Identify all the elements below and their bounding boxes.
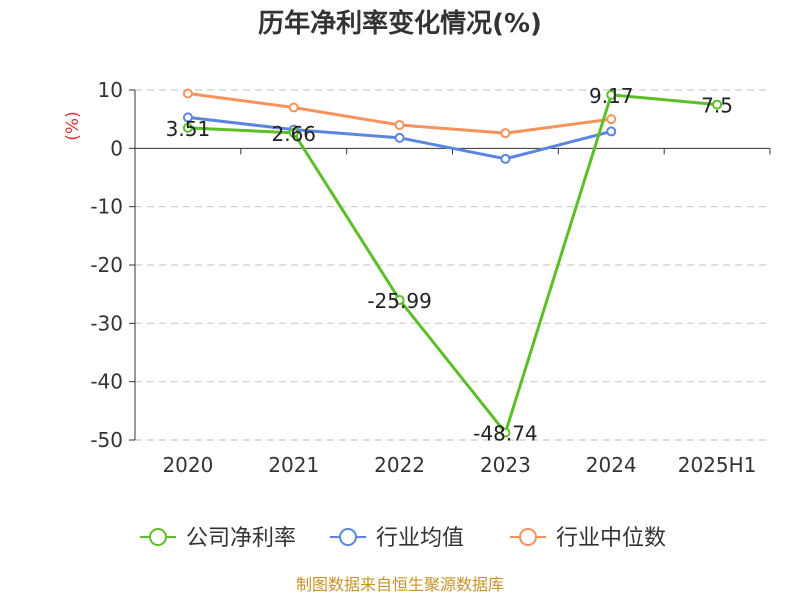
y-tick-label: -50 [90, 428, 123, 452]
legend-label: 行业均值 [376, 526, 464, 551]
series-line-0 [187, 93, 718, 435]
data-point-0 [182, 122, 193, 133]
data-label: -25.99 [367, 289, 431, 313]
source-note: 制图数据来自恒生聚源数据库 [296, 575, 504, 594]
x-tick-label: 2020 [162, 453, 213, 477]
data-point-2 [500, 128, 511, 139]
y-tick-label: 10 [98, 78, 123, 102]
data-label: 7.5 [701, 94, 733, 118]
data-label: 2.66 [271, 122, 316, 146]
series-lines [182, 88, 723, 438]
legend-marker [519, 528, 537, 546]
x-tick-label: 2021 [268, 453, 319, 477]
y-tick-label: -30 [90, 311, 123, 335]
data-label: 9.17 [589, 84, 634, 108]
data-point-0 [712, 99, 723, 110]
x-tick-label: 2023 [480, 453, 531, 477]
gridlines [135, 89, 770, 441]
legend-label: 公司净利率 [186, 526, 296, 551]
x-tick-label: 2024 [586, 453, 637, 477]
data-point-0 [288, 127, 299, 138]
data-point-1 [500, 153, 511, 164]
data-point-2 [288, 102, 299, 113]
y-tick-label: -20 [90, 253, 123, 277]
legend-marker [339, 528, 357, 546]
data-point-0 [606, 89, 617, 100]
data-label: 3.51 [166, 117, 211, 141]
y-tick-label: -40 [90, 370, 123, 394]
x-tick-label: 2022 [374, 453, 425, 477]
data-label: -48.74 [473, 422, 537, 446]
legend: 公司净利率 行业均值 行业中位数 [140, 526, 666, 551]
legend-label: 行业中位数 [556, 526, 666, 551]
data-point-2 [394, 120, 405, 130]
y-tick-label: -10 [90, 195, 123, 219]
data-point-1 [182, 112, 193, 123]
x-tick-label: 2025H1 [678, 453, 757, 477]
data-point-2 [606, 114, 617, 125]
y-tick-label: 0 [110, 136, 123, 160]
data-point-0 [394, 294, 405, 305]
data-point-1 [394, 132, 405, 143]
data-point-1 [606, 126, 617, 137]
data-labels: 3.51 2.66 -25.99 -48.74 9.17 7.5 [166, 84, 733, 446]
chart-title: 历年净利率变化情况(%) [258, 8, 542, 39]
data-point-2 [182, 88, 193, 99]
y-axis-unit: (%) [63, 111, 83, 140]
tick-labels: 10 0 -10 -20 -30 -40 -50 2020 2021 2022 2023 2024 20… [90, 78, 756, 477]
data-point-0 [500, 427, 511, 438]
legend-marker [149, 528, 167, 546]
